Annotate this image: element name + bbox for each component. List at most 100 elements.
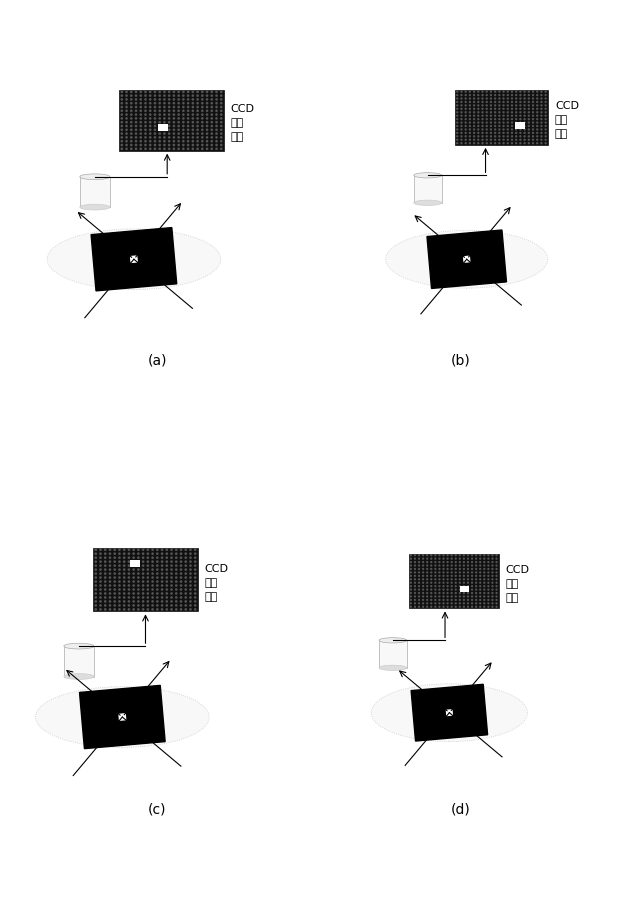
Circle shape (140, 90, 142, 93)
Circle shape (511, 105, 513, 106)
Circle shape (451, 605, 453, 608)
Circle shape (496, 599, 497, 601)
Circle shape (166, 588, 168, 591)
Circle shape (460, 139, 463, 141)
Circle shape (140, 117, 142, 120)
Circle shape (142, 569, 145, 571)
Circle shape (494, 132, 496, 134)
Circle shape (489, 128, 492, 131)
Circle shape (479, 592, 481, 594)
Circle shape (463, 568, 465, 570)
Circle shape (177, 90, 180, 93)
Circle shape (451, 585, 453, 587)
Circle shape (211, 95, 213, 97)
Circle shape (511, 135, 513, 138)
Circle shape (477, 125, 480, 127)
Circle shape (507, 101, 509, 103)
Circle shape (142, 592, 145, 595)
Circle shape (149, 143, 151, 146)
Circle shape (184, 592, 187, 595)
Polygon shape (130, 256, 137, 262)
Circle shape (194, 592, 197, 595)
Circle shape (540, 142, 543, 144)
Circle shape (489, 90, 492, 93)
Circle shape (99, 588, 102, 591)
Circle shape (182, 90, 185, 93)
Circle shape (446, 568, 449, 570)
Circle shape (151, 588, 154, 591)
Circle shape (144, 124, 147, 127)
Circle shape (170, 608, 173, 611)
Circle shape (460, 94, 463, 96)
Circle shape (192, 129, 194, 132)
Circle shape (463, 599, 465, 601)
Circle shape (426, 596, 428, 597)
Circle shape (430, 568, 433, 570)
Circle shape (456, 142, 459, 144)
Circle shape (422, 571, 425, 574)
Circle shape (192, 90, 194, 93)
Circle shape (418, 575, 420, 577)
Text: CCD
观察
光路: CCD 观察 光路 (555, 101, 579, 139)
Circle shape (182, 124, 185, 127)
Circle shape (540, 94, 543, 96)
Circle shape (481, 107, 484, 110)
Circle shape (142, 596, 145, 599)
Circle shape (473, 90, 475, 93)
Circle shape (456, 114, 459, 117)
Circle shape (410, 599, 412, 601)
Circle shape (434, 605, 436, 608)
Circle shape (536, 107, 538, 110)
Circle shape (220, 110, 222, 112)
Circle shape (168, 140, 171, 142)
Circle shape (180, 577, 182, 578)
Circle shape (528, 114, 530, 117)
Circle shape (496, 558, 497, 560)
Circle shape (475, 564, 477, 567)
Circle shape (132, 608, 135, 611)
Circle shape (144, 110, 147, 112)
Ellipse shape (379, 638, 407, 643)
Circle shape (197, 129, 199, 132)
Circle shape (422, 564, 425, 567)
Circle shape (414, 578, 416, 580)
Circle shape (121, 143, 123, 146)
Circle shape (451, 588, 453, 591)
Circle shape (515, 118, 517, 121)
Circle shape (481, 132, 484, 134)
Circle shape (491, 578, 494, 580)
Circle shape (536, 105, 538, 106)
Circle shape (489, 125, 492, 127)
Circle shape (192, 110, 194, 112)
Circle shape (496, 554, 497, 556)
Circle shape (127, 580, 130, 583)
Circle shape (156, 580, 159, 583)
Circle shape (418, 599, 420, 601)
Circle shape (459, 578, 461, 580)
Circle shape (158, 117, 161, 120)
Circle shape (536, 142, 538, 144)
Circle shape (180, 592, 182, 595)
Circle shape (170, 584, 173, 587)
Circle shape (515, 90, 517, 93)
Circle shape (502, 128, 505, 131)
Circle shape (127, 569, 130, 571)
Circle shape (187, 117, 190, 120)
Circle shape (113, 552, 116, 555)
Circle shape (519, 128, 522, 131)
Circle shape (502, 94, 505, 96)
Circle shape (463, 585, 465, 587)
Circle shape (154, 143, 156, 146)
Circle shape (121, 90, 123, 93)
Circle shape (442, 592, 444, 594)
Circle shape (118, 549, 121, 551)
Circle shape (446, 564, 449, 567)
Polygon shape (80, 686, 165, 749)
Circle shape (515, 101, 517, 103)
Circle shape (194, 556, 197, 559)
Circle shape (487, 561, 489, 563)
Circle shape (456, 139, 459, 141)
Circle shape (465, 139, 467, 141)
Circle shape (109, 592, 111, 595)
Circle shape (197, 121, 199, 123)
